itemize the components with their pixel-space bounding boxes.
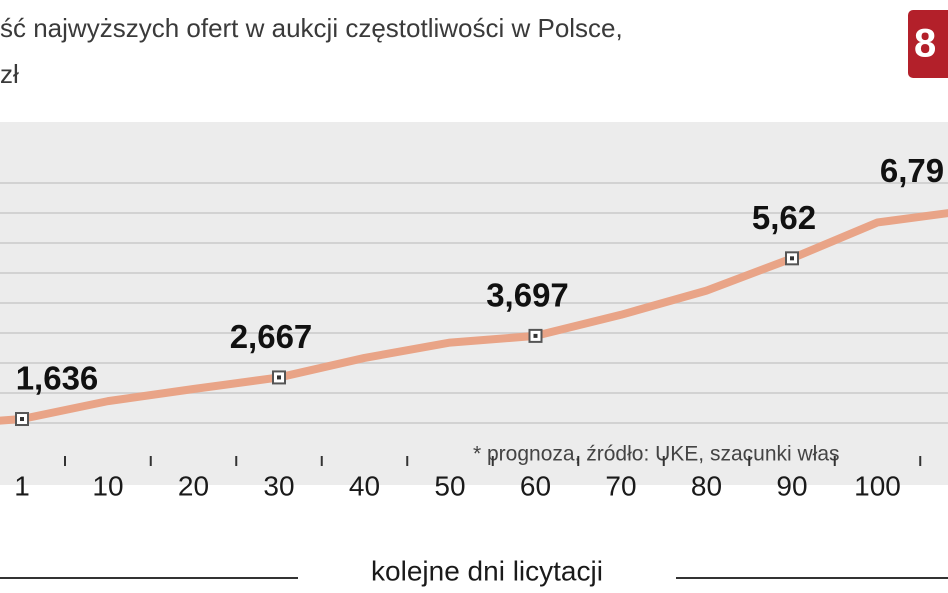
marker-dot [790, 256, 794, 261]
x-tick-label: 40 [349, 470, 380, 501]
marker-dot [533, 333, 538, 338]
x-tick-label: 20 [178, 470, 209, 501]
x-axis-label: kolejne dni licytacji [371, 555, 603, 586]
x-tick-label: 60 [520, 470, 551, 501]
badge-text: 8 [914, 22, 936, 66]
x-tick-label: 30 [263, 470, 294, 501]
marker-dot [277, 375, 281, 380]
note: * prognoza, źródło: UKE, szacunki włas [473, 443, 840, 466]
chart-title: ść najwyższych ofert w aukcji częstotliw… [0, 13, 623, 43]
value-label: 3,697 [486, 277, 569, 314]
chart-subtitle: zł [0, 59, 19, 89]
value-label: 6,79 [880, 152, 944, 189]
x-tick-label: 1 [14, 470, 30, 501]
x-tick-label: 50 [434, 470, 465, 501]
marker-dot [20, 417, 24, 422]
x-tick-label: 90 [776, 470, 807, 501]
x-tick-label: 80 [691, 470, 722, 501]
badge-box [908, 10, 948, 78]
value-label: 2,667 [230, 318, 313, 355]
x-tick-label: 70 [605, 470, 636, 501]
x-tick-label: 10 [92, 470, 123, 501]
grid [0, 182, 948, 424]
x-tick-label: 100 [854, 470, 901, 501]
value-label: 5,62 [752, 199, 816, 236]
value-label: 1,636 [16, 360, 99, 397]
